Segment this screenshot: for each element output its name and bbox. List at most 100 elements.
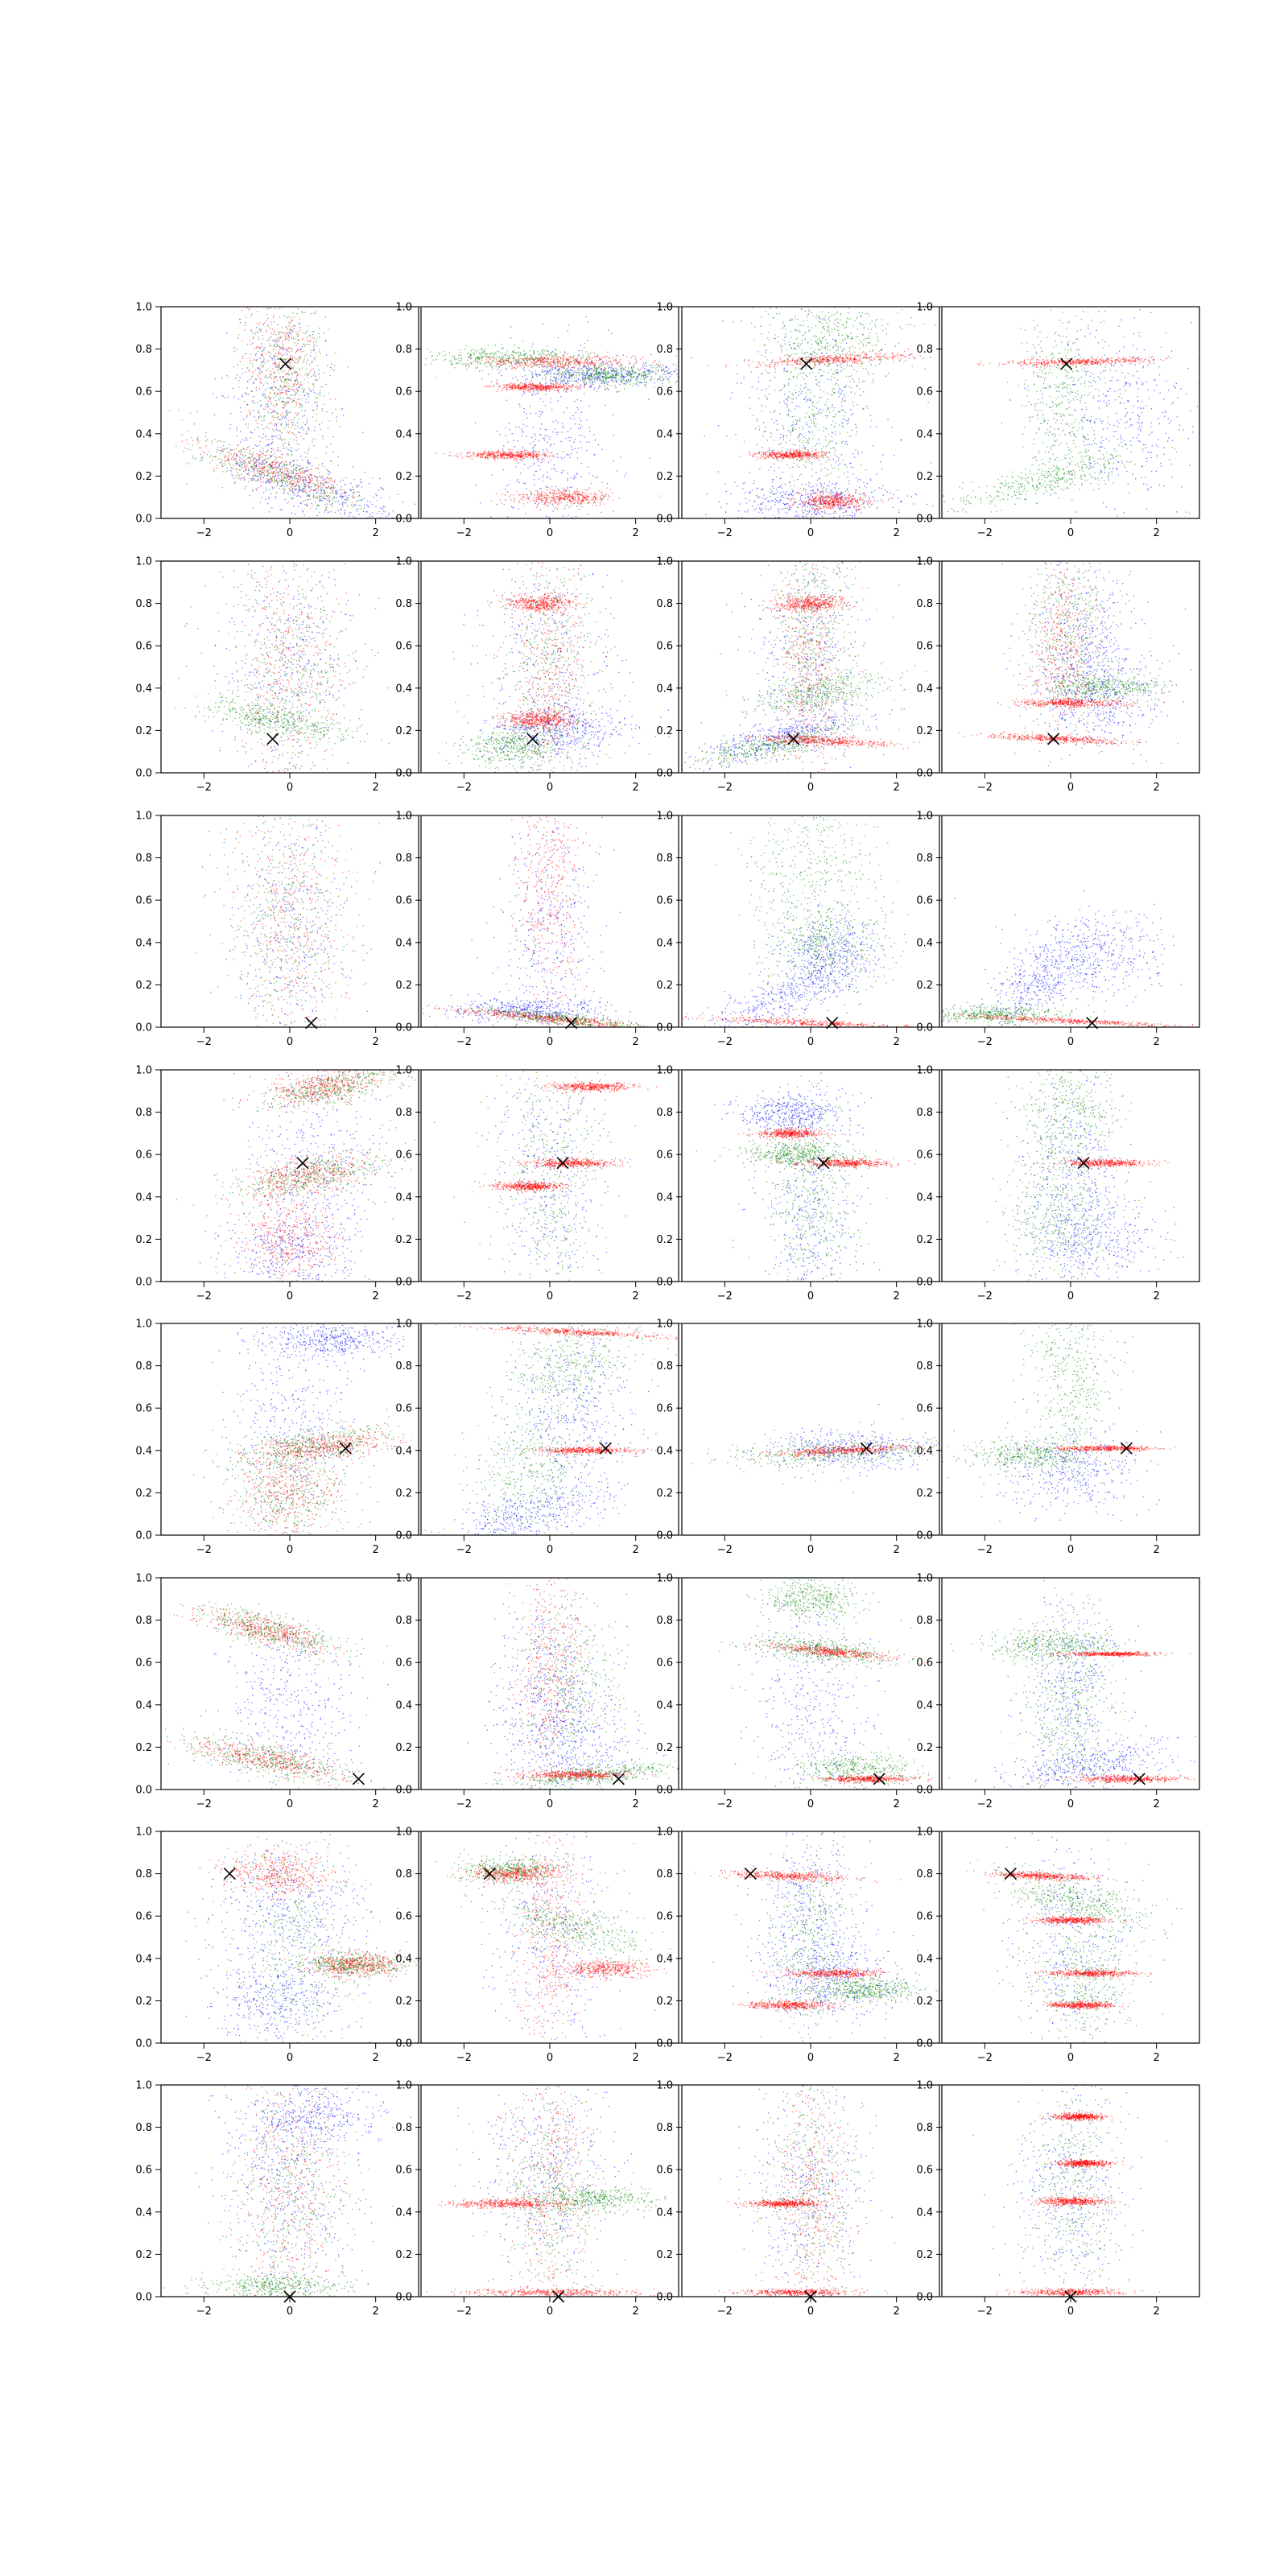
scatter-point xyxy=(605,493,606,494)
scatter-point xyxy=(304,504,305,505)
scatter-point xyxy=(597,380,598,381)
scatter-point xyxy=(587,357,588,358)
scatter-point xyxy=(323,498,324,499)
scatter-point xyxy=(522,447,523,448)
scatter-point xyxy=(600,380,601,381)
series-green xyxy=(425,341,679,391)
scatter-point xyxy=(638,374,639,375)
scatter-point xyxy=(309,495,310,496)
scatter-point xyxy=(624,380,625,381)
scatter-point xyxy=(628,367,629,368)
scatter-point xyxy=(580,420,581,421)
scatter-point xyxy=(217,447,218,448)
scatter-point xyxy=(588,366,589,367)
scatter-point xyxy=(269,511,270,512)
scatter-point xyxy=(272,329,273,330)
scatter-point xyxy=(611,377,612,378)
scatter-point xyxy=(603,371,604,372)
scatter-point xyxy=(519,384,520,385)
scatter-point xyxy=(598,376,599,377)
scatter-point xyxy=(317,406,318,407)
scatter-point xyxy=(319,497,320,498)
scatter-point xyxy=(296,359,297,360)
scatter-point xyxy=(188,463,189,464)
scatter-point xyxy=(321,422,322,423)
scatter-point xyxy=(277,451,278,452)
scatter-point xyxy=(301,410,302,411)
scatter-point xyxy=(281,401,282,402)
scatter-point xyxy=(611,370,612,371)
scatter-point xyxy=(290,394,291,395)
scatter-point xyxy=(353,516,354,517)
scatter-point xyxy=(240,469,241,470)
scatter-point xyxy=(539,387,540,388)
scatter-point xyxy=(506,387,507,388)
scatter-point xyxy=(293,465,294,466)
scatter-point xyxy=(302,368,303,369)
scatter-point xyxy=(549,370,550,371)
scatter-point xyxy=(285,499,286,500)
scatter-point xyxy=(568,437,569,438)
scatter-points xyxy=(425,316,679,519)
scatter-point xyxy=(607,373,608,374)
scatter-point xyxy=(270,371,271,372)
scatter-point xyxy=(628,373,629,374)
scatter-point xyxy=(271,472,272,473)
scatter-point xyxy=(560,358,561,359)
scatter-point xyxy=(307,433,308,434)
scatter-point xyxy=(290,330,291,331)
scatter-point xyxy=(591,357,592,358)
scatter-point xyxy=(557,509,558,510)
scatter-point xyxy=(253,452,254,453)
scatter-point xyxy=(182,419,183,420)
scatter-point xyxy=(511,506,512,507)
y-tick-label: 1.0 xyxy=(135,302,152,314)
scatter-point xyxy=(289,390,290,391)
scatter-point xyxy=(279,419,280,420)
scatter-point xyxy=(275,340,276,341)
scatter-point xyxy=(566,374,567,375)
scatter-point xyxy=(277,367,278,368)
scatter-point xyxy=(294,391,295,392)
scatter-point xyxy=(312,409,313,410)
scatter-point xyxy=(573,363,574,364)
scatter-point xyxy=(212,460,213,461)
scatter-point xyxy=(550,478,551,479)
scatter-point xyxy=(322,484,323,485)
scatter-point xyxy=(302,511,303,512)
scatter-point xyxy=(515,387,516,388)
scatter-point xyxy=(541,385,542,386)
scatter-point xyxy=(549,371,550,372)
scatter-point xyxy=(250,344,251,345)
scatter-point xyxy=(223,448,224,449)
scatter-point xyxy=(331,478,332,479)
scatter-point xyxy=(527,356,528,357)
scatter-point xyxy=(329,478,330,479)
scatter-point xyxy=(432,360,433,361)
scatter-point xyxy=(284,380,285,381)
scatter-point xyxy=(302,340,303,341)
scatter-point xyxy=(577,361,578,362)
scatter-point xyxy=(248,470,249,471)
scatter-point xyxy=(281,386,282,387)
scatter-point xyxy=(570,428,571,429)
scatter-point xyxy=(231,474,232,475)
scatter-point xyxy=(563,470,564,471)
scatter-point xyxy=(319,349,320,350)
scatter-point xyxy=(551,359,552,360)
scatter-point xyxy=(510,337,511,338)
scatter-point xyxy=(574,367,575,368)
scatter-point xyxy=(289,431,290,432)
scatter-point xyxy=(274,346,275,347)
scatter-point xyxy=(299,374,300,375)
scatter-point xyxy=(587,467,588,468)
scatter-point xyxy=(298,496,299,497)
scatter-point xyxy=(255,444,256,445)
scatter-point xyxy=(539,411,540,412)
scatter-point xyxy=(350,490,351,491)
scatter-point xyxy=(263,395,264,396)
scatter-point xyxy=(354,504,355,505)
scatter-point xyxy=(281,331,282,332)
scatter-point xyxy=(272,358,273,359)
scatter-point xyxy=(533,447,534,448)
